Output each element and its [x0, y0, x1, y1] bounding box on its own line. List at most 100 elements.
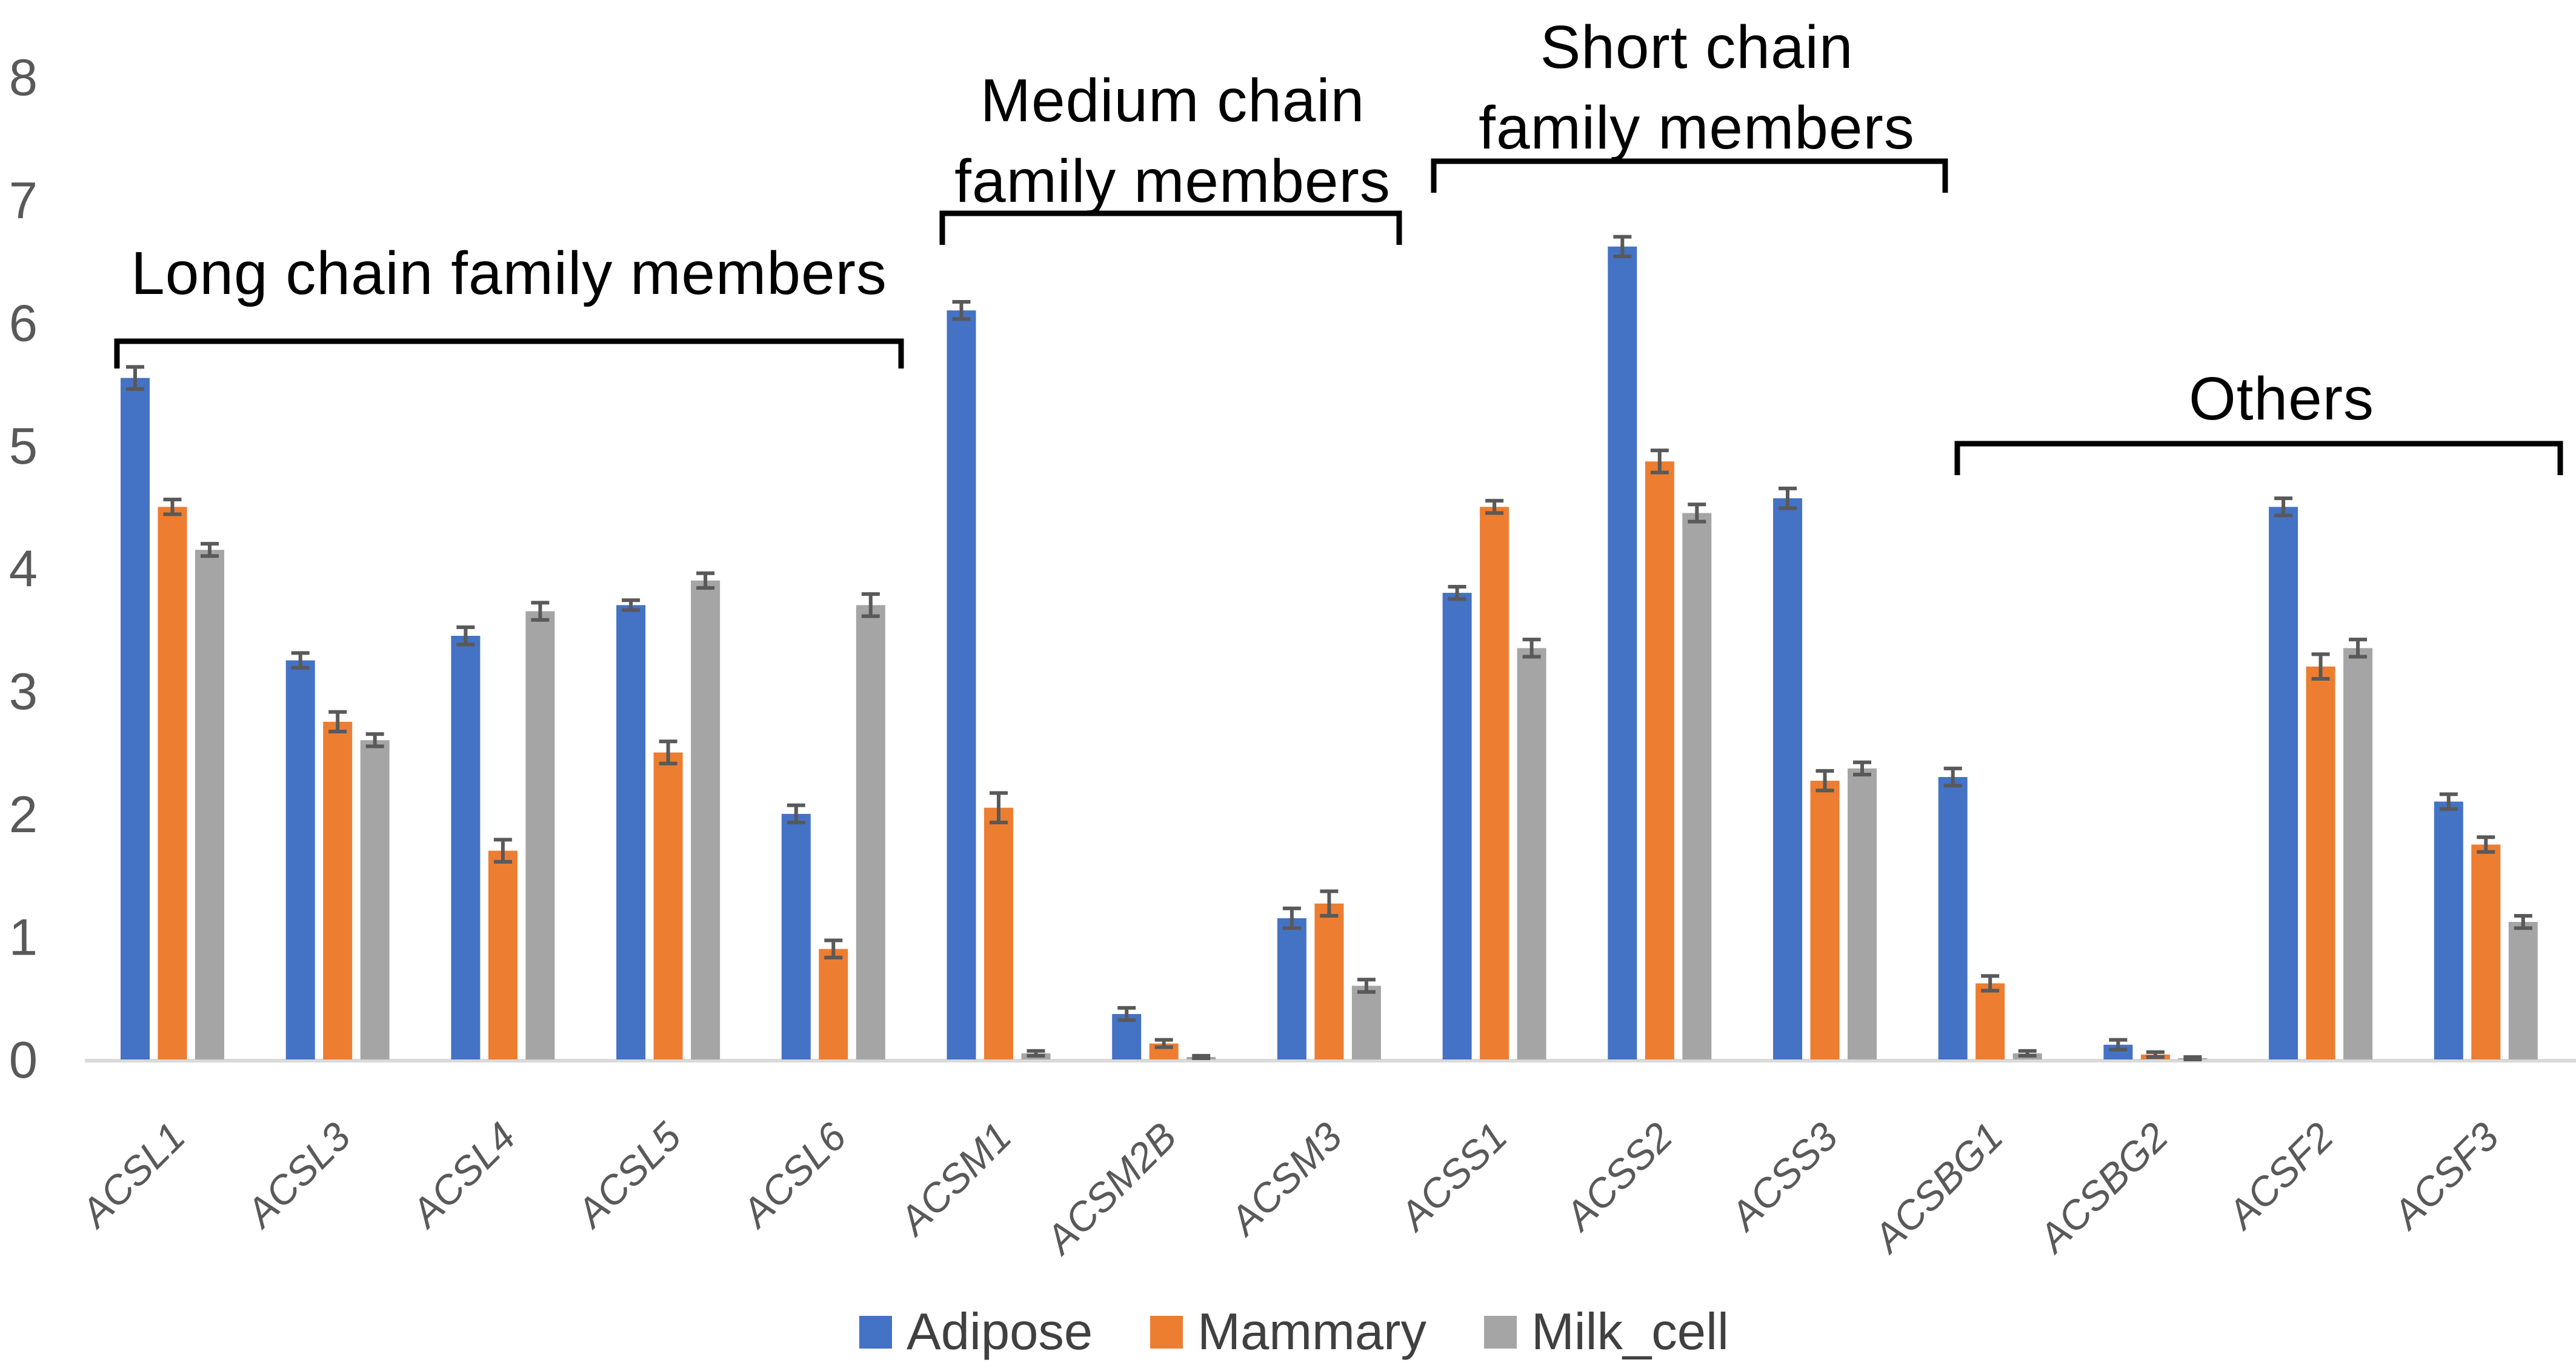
error-bar-ACSS3-Adipose	[1779, 486, 1797, 510]
bar-ACSF3-Adipose	[2434, 801, 2463, 1059]
x-label-ACSL3: ACSL3	[236, 1113, 359, 1236]
error-bar-ACSBG2-Adipose	[2109, 1038, 2128, 1052]
bar-ACSL4-Adipose	[451, 636, 481, 1059]
bar-ACSM3-Mammary	[1314, 903, 1344, 1059]
y-tick-label-8: 8	[9, 49, 38, 107]
error-bar-ACSL3-Mammary	[328, 710, 347, 734]
y-tick-label-5: 5	[9, 418, 38, 475]
bar-ACSM1-Adipose	[947, 310, 976, 1059]
error-bar-ACSL5-Milk_cell	[696, 571, 715, 590]
x-label-ACSM1: ACSM1	[889, 1114, 1020, 1245]
bar-ACSM1-Mammary	[984, 807, 1013, 1059]
bracket-long-chain	[114, 338, 904, 369]
x-label-ACSS1: ACSS1	[1390, 1114, 1516, 1240]
bar-ACSS3-Milk_cell	[1848, 768, 1877, 1059]
error-bar-ACSS2-Adipose	[1613, 235, 1632, 258]
annotation-others: Others	[2189, 359, 2374, 439]
bar-ACSM3-Milk_cell	[1351, 986, 1381, 1059]
bar-ACSF3-Mammary	[2471, 844, 2501, 1059]
error-bar-ACSL6-Adipose	[787, 803, 805, 824]
bar-ACSS2-Mammary	[1645, 461, 1674, 1059]
error-bar-ACSF2-Milk_cell	[2349, 638, 2368, 659]
error-bar-ACSL4-Adipose	[456, 625, 475, 647]
x-label-ACSF2: ACSF2	[2217, 1114, 2342, 1239]
bar-ACSF2-Mammary	[2306, 666, 2335, 1059]
error-bar-ACSL3-Milk_cell	[365, 732, 384, 749]
y-tick-label-0: 0	[9, 1032, 38, 1089]
error-bar-ACSM2B-Mammary	[1154, 1038, 1173, 1049]
error-bar-ACSM2B-Adipose	[1117, 1006, 1136, 1022]
error-bar-ACSM1-Adipose	[952, 299, 971, 321]
bar-ACSL3-Adipose	[285, 660, 315, 1059]
bar-ACSBG1-Mammary	[1975, 983, 2005, 1059]
legend-item-adipose: Adipose	[859, 1303, 1093, 1362]
annotation-line: Medium chain	[980, 67, 1365, 135]
error-bar-ACSBG1-Adipose	[1943, 766, 1962, 788]
x-label-ACSBG2: ACSBG2	[2028, 1114, 2177, 1263]
error-bar-ACSL5-Adipose	[622, 598, 641, 612]
annotation-line: Short chain	[1540, 13, 1854, 81]
error-bar-ACSL1-Milk_cell	[201, 542, 219, 558]
annotation-line: family members	[954, 147, 1391, 215]
error-bar-ACSM3-Adipose	[1282, 906, 1301, 930]
bar-ACSF3-Milk_cell	[2508, 922, 2538, 1059]
error-bar-ACSF3-Adipose	[2439, 792, 2458, 811]
error-bar-ACSBG1-Mammary	[1981, 974, 2000, 993]
x-label-ACSM2B: ACSM2B	[1036, 1114, 1185, 1264]
y-tick-label-4: 4	[9, 541, 38, 598]
x-label-ACSL1: ACSL1	[70, 1114, 193, 1237]
bar-ACSF2-Adipose	[2269, 507, 2298, 1059]
error-bar-ACSM2B-Milk_cell	[1192, 1053, 1211, 1060]
error-bar-ACSM1-Mammary	[990, 791, 1008, 824]
x-label-ACSS2: ACSS2	[1555, 1114, 1681, 1240]
error-bar-ACSS2-Mammary	[1650, 449, 1669, 475]
x-label-ACSS3: ACSS3	[1720, 1113, 1846, 1239]
error-bar-ACSBG2-Milk_cell	[2183, 1055, 2202, 1061]
mammary-swatch-icon	[1150, 1315, 1183, 1349]
y-tick-label-1: 1	[9, 909, 38, 966]
error-bar-ACSS1-Adipose	[1448, 584, 1466, 601]
error-bar-ACSS1-Mammary	[1485, 499, 1504, 515]
bar-ACSBG1-Adipose	[1938, 777, 1968, 1059]
bar-ACSL3-Mammary	[323, 721, 353, 1059]
bar-ACSL4-Milk_cell	[525, 611, 555, 1059]
annotation-line: family members	[1479, 94, 1915, 162]
error-bar-ACSL4-Milk_cell	[531, 601, 550, 622]
error-bar-ACSL4-Mammary	[493, 838, 512, 864]
x-label-ACSF3: ACSF3	[2383, 1113, 2508, 1238]
bar-ACSL6-Adipose	[781, 813, 811, 1059]
error-bar-ACSS2-Milk_cell	[1688, 502, 1706, 524]
bar-ACSL5-Adipose	[616, 605, 646, 1059]
bracket-short-chain	[1431, 158, 1948, 193]
error-bar-ACSF3-Milk_cell	[2514, 913, 2532, 930]
error-bar-ACSS3-Mammary	[1816, 769, 1834, 793]
y-tick-label-7: 7	[9, 172, 38, 230]
error-bar-ACSM3-Milk_cell	[1357, 978, 1376, 994]
annotation-short-chain: Short chain family members	[1479, 7, 1915, 168]
legend-label-mammary: Mammary	[1197, 1303, 1426, 1361]
legend-item-mammary: Mammary	[1150, 1303, 1426, 1362]
milk-cell-swatch-icon	[1483, 1315, 1517, 1349]
bar-ACSS3-Adipose	[1773, 498, 1802, 1059]
bar-ACSS2-Milk_cell	[1682, 513, 1712, 1059]
legend-item-milk-cell: Milk_cell	[1483, 1303, 1729, 1362]
error-bar-ACSF2-Mammary	[2311, 652, 2330, 681]
bar-ACSF2-Milk_cell	[2343, 648, 2373, 1059]
y-tick-label-2: 2	[9, 786, 38, 844]
error-bar-ACSL6-Mammary	[824, 938, 843, 959]
bracket-others	[1954, 441, 2563, 475]
annotation-medium-chain: Medium chain family members	[954, 61, 1391, 222]
y-tick-label-6: 6	[9, 295, 38, 352]
legend-label-adipose: Adipose	[907, 1303, 1093, 1361]
bar-ACSS2-Adipose	[1608, 246, 1637, 1060]
x-label-ACSM3: ACSM3	[1219, 1113, 1350, 1244]
error-bar-ACSL1-Adipose	[126, 365, 144, 391]
x-label-ACSL4: ACSL4	[401, 1114, 524, 1237]
error-bar-ACSL3-Adipose	[291, 651, 310, 670]
bracket-medium-chain	[939, 210, 1402, 245]
error-bar-ACSM1-Milk_cell	[1027, 1049, 1045, 1058]
bar-ACSS3-Mammary	[1810, 781, 1840, 1059]
error-bar-ACSS1-Milk_cell	[1522, 638, 1541, 659]
bar-ACSS1-Mammary	[1480, 507, 1509, 1059]
bar-ACSM3-Adipose	[1277, 918, 1306, 1059]
